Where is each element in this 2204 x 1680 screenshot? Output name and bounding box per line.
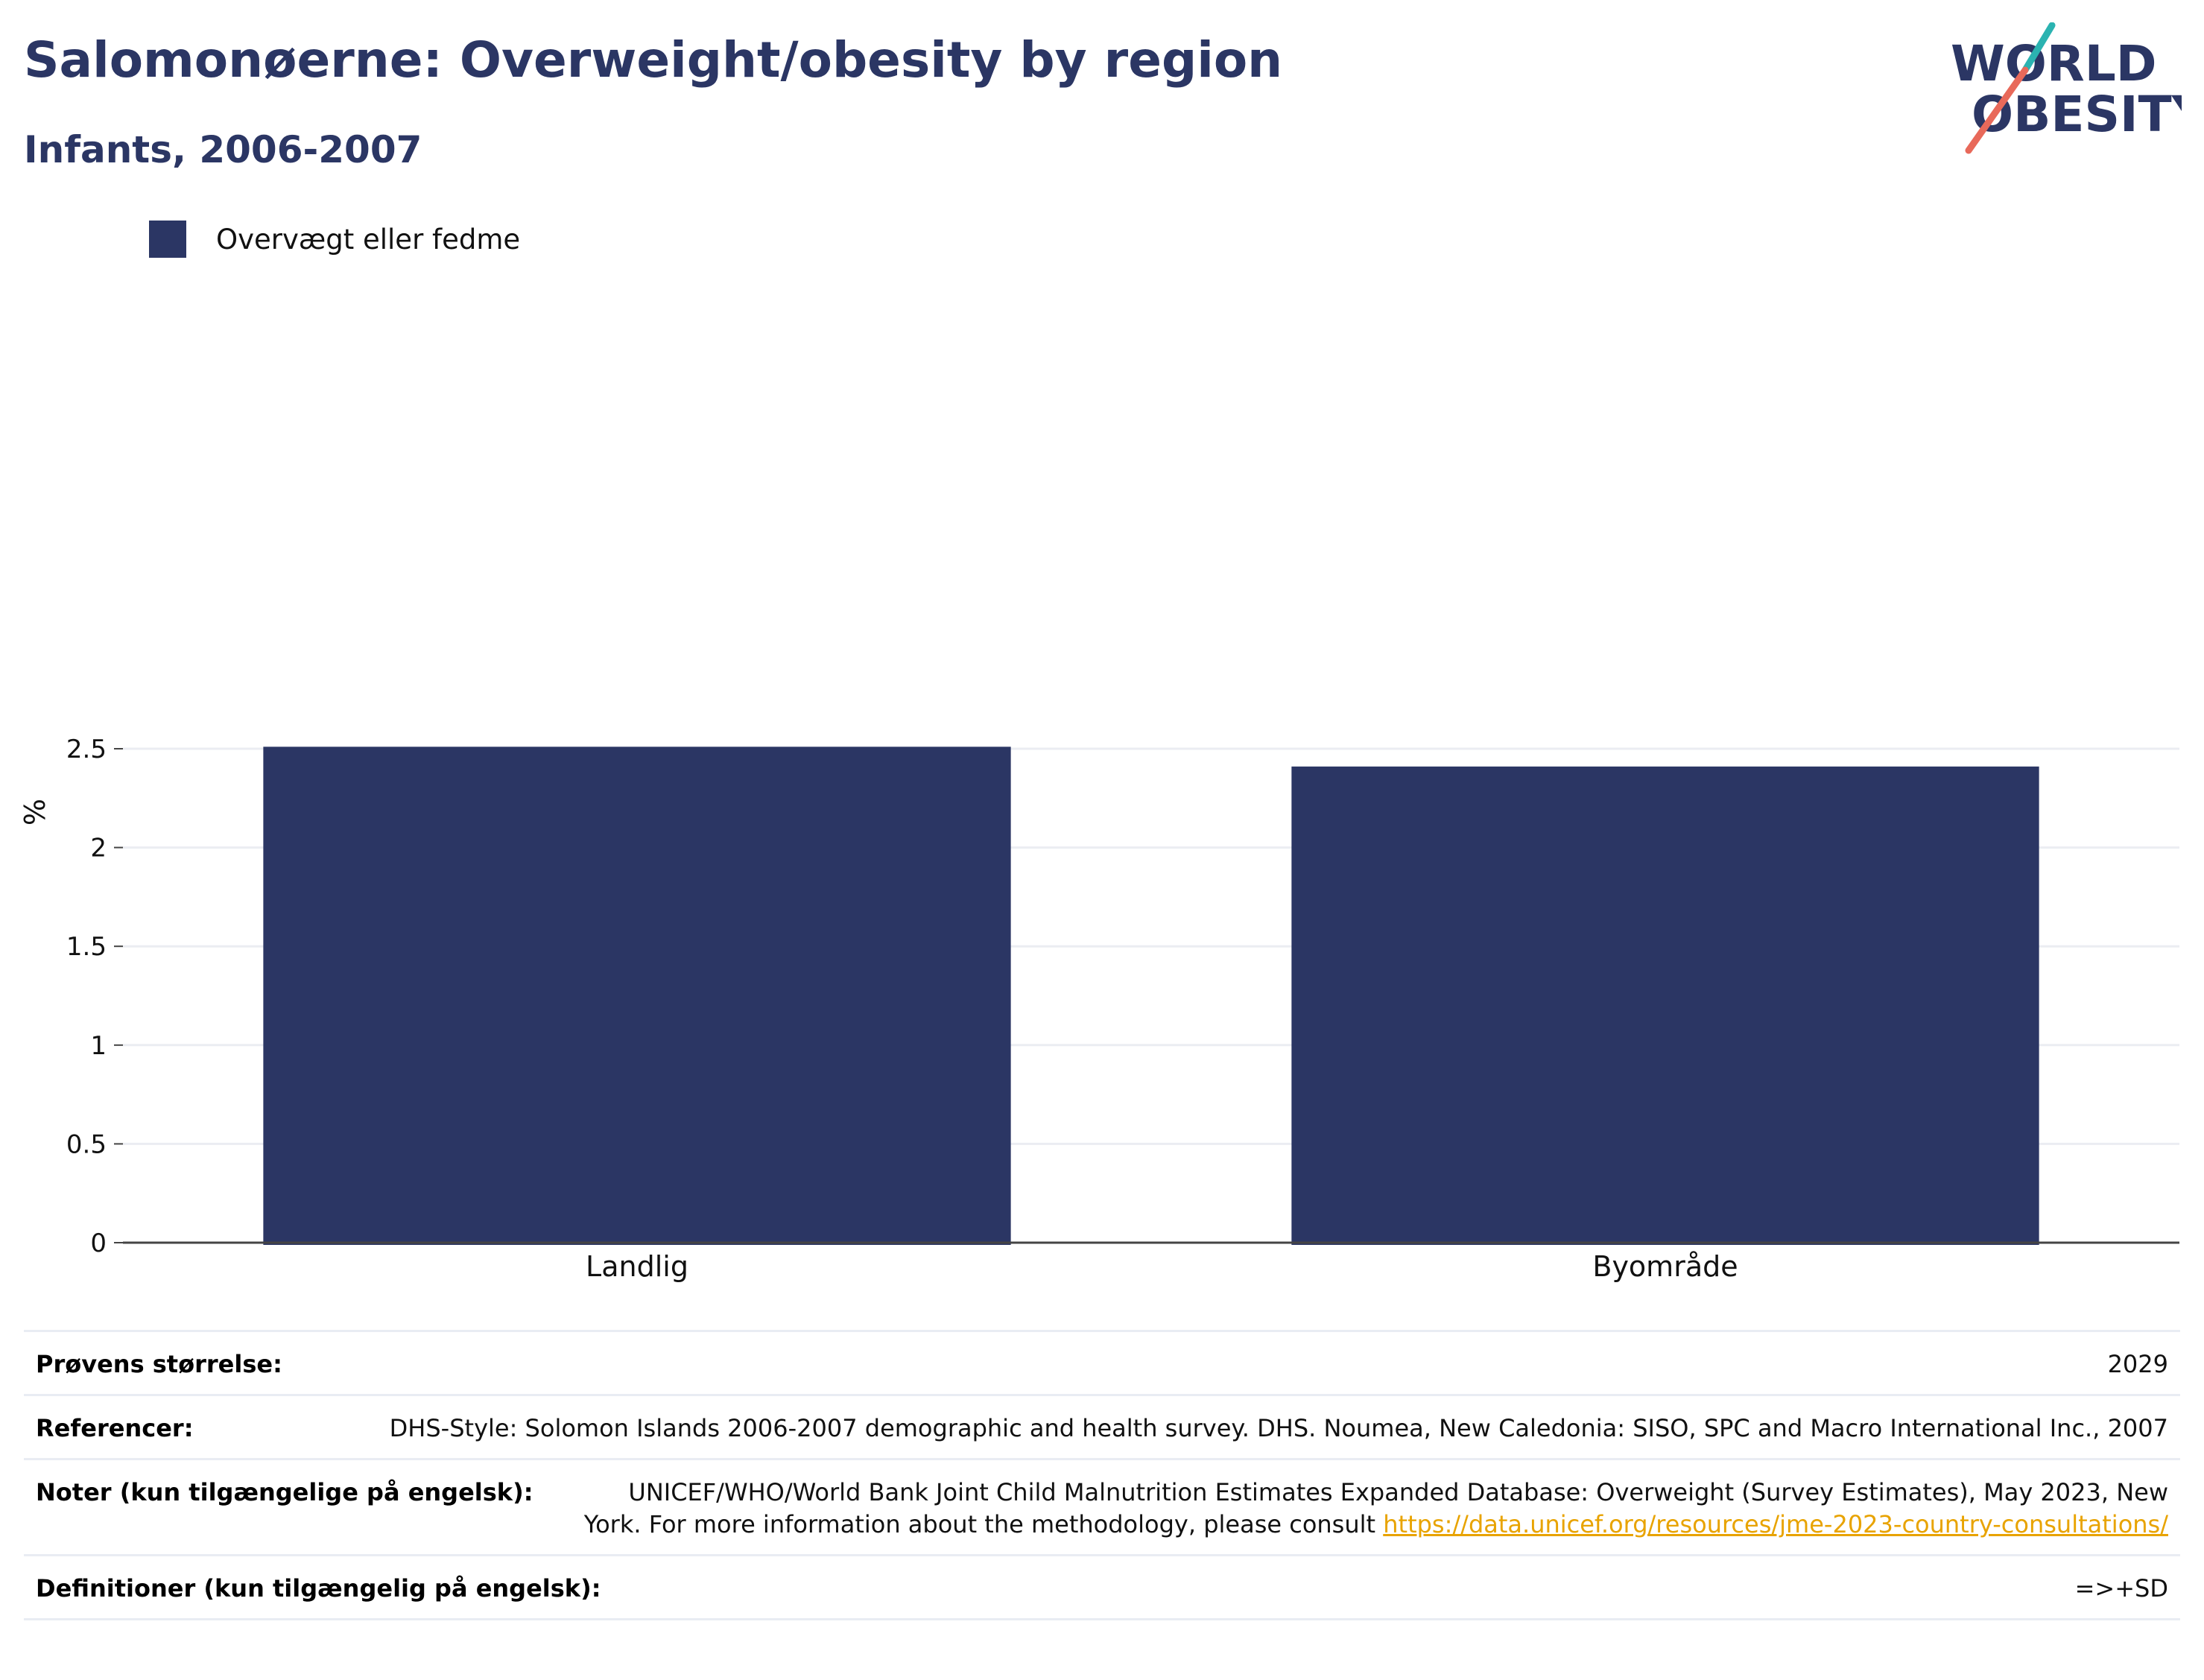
references-label: Referencer: — [36, 1414, 194, 1442]
legend-swatch — [149, 221, 186, 258]
chart-legend: Overvægt eller fedme — [149, 220, 520, 259]
notes-value: UNICEF/WHO/World Bank Joint Child Malnut… — [583, 1478, 2168, 1538]
notes-link[interactable]: https://data.unicef.org/resources/jme-20… — [1383, 1510, 2168, 1538]
y-tick-label: 0 — [90, 1229, 107, 1258]
y-axis-title: % — [19, 799, 51, 825]
info-row-references: Referencer: DHS-Style: Solomon Islands 2… — [24, 1394, 2180, 1458]
y-tick-label: 0.5 — [66, 1129, 107, 1159]
bar-byområde — [1291, 766, 2039, 1245]
definitions-label: Definitioner (kun tilgængelig på engelsk… — [36, 1574, 601, 1603]
notes-value-container: UNICEF/WHO/World Bank Joint Child Malnut… — [578, 1477, 2168, 1541]
notes-label: Noter (kun tilgængelige på engelsk): — [36, 1478, 533, 1506]
chart-title: Salomonøerne: Overweight/obesity by regi… — [24, 31, 1283, 89]
references-value: DHS-Style: Solomon Islands 2006-2007 dem… — [389, 1414, 2168, 1442]
chart-subtitle: Infants, 2006-2007 — [24, 128, 422, 171]
y-tick-label: 2.5 — [66, 735, 107, 764]
info-row-sample-size: Prøvens størrelse: 2029 — [24, 1330, 2180, 1394]
y-tick-label: 2 — [90, 834, 107, 863]
world-obesity-logo: WORLD OBESITY — [1951, 22, 2182, 154]
definitions-value: =>+SD — [2074, 1574, 2168, 1603]
logo-word-world: WORLD — [1951, 35, 2157, 92]
bar-chart: 0 0.5 1 1.5 2 2.5% Landlig Byområde — [19, 735, 2179, 1283]
sample-size-label: Prøvens størrelse: — [36, 1350, 282, 1378]
x-tick-label: Landlig — [586, 1250, 688, 1283]
legend-label: Overvægt eller fedme — [216, 223, 521, 256]
logo-slash-coral — [1965, 66, 2029, 154]
info-row-definitions: Definitioner (kun tilgængelig på engelsk… — [24, 1554, 2180, 1620]
bar-landlig — [263, 747, 1011, 1245]
info-table: Prøvens størrelse: 2029 Referencer: DHS-… — [24, 1330, 2180, 1620]
sample-size-value: 2029 — [2107, 1350, 2168, 1378]
info-row-notes: Noter (kun tilgængelige på engelsk): UNI… — [24, 1458, 2180, 1554]
y-tick-label: 1 — [90, 1031, 107, 1061]
logo-slash-teal — [2021, 22, 2056, 74]
x-tick-label: Byområde — [1592, 1250, 1738, 1283]
y-tick-label: 1.5 — [66, 932, 107, 962]
